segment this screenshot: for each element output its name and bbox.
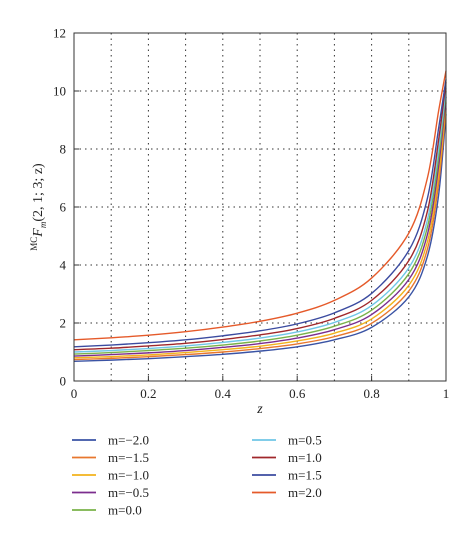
series-lines	[73, 70, 447, 362]
series-line-3	[73, 96, 447, 357]
y-axis-label-sup: MC	[29, 237, 39, 251]
series-line-0	[73, 114, 447, 362]
y-tick-label: 10	[53, 84, 66, 99]
x-tick-label: 0.2	[140, 386, 156, 401]
x-tick-label: 0.6	[289, 386, 306, 401]
series-line-2	[73, 102, 447, 359]
y-tick-label: 6	[60, 200, 67, 215]
x-axis-label: z	[256, 402, 263, 417]
x-tick-label: 0.8	[363, 386, 379, 401]
legend-label: m=−1.5	[108, 450, 149, 465]
legend-label: m=−0.5	[108, 485, 149, 500]
legend-label: m=0.0	[108, 503, 142, 518]
series-line-7	[73, 79, 447, 348]
legend-label: m=1.0	[288, 450, 322, 465]
y-tick-label: 2	[60, 316, 67, 331]
y-tick-label: 0	[60, 374, 67, 389]
x-ticks: 0 0.2 0.4 0.6 0.8 1	[71, 376, 450, 401]
legend-label: m=−2.0	[108, 433, 149, 448]
series-line-5	[73, 88, 447, 353]
y-tick-label: 4	[60, 258, 67, 273]
legend-label: m=2.0	[288, 485, 322, 500]
y-ticks: 0 2 4 6 8 10 12	[53, 26, 79, 389]
x-tick-label: 1	[443, 386, 450, 401]
x-tick-label: 0	[71, 386, 78, 401]
y-axis-label-sub: m	[38, 221, 48, 228]
y-axis-label: MCFm(2, 1; 3; z)	[29, 163, 48, 251]
y-tick-label: 8	[60, 142, 67, 157]
x-tick-label: 0.4	[215, 386, 232, 401]
legend-label: m=0.5	[288, 433, 322, 448]
legend-label: m=1.5	[288, 468, 322, 483]
grid	[74, 33, 446, 381]
legend: m=−2.0 m=−1.5 m=−1.0 m=−0.5 m=0.0 m=0.5 m=1.0 m…	[72, 433, 322, 518]
series-line-8	[73, 70, 447, 341]
series-line-4	[73, 90, 447, 355]
y-axis-label-args: (2, 1; 3; z)	[31, 163, 46, 222]
legend-label: m=−1.0	[108, 468, 149, 483]
series-line-1	[73, 108, 447, 361]
y-axis-label-main: F	[31, 228, 46, 238]
svg-text:MCFm(2, 1; 3; z): MCFm(2, 1; 3; z)	[29, 163, 48, 251]
y-tick-label: 12	[53, 26, 66, 41]
series-line-6	[73, 82, 447, 351]
